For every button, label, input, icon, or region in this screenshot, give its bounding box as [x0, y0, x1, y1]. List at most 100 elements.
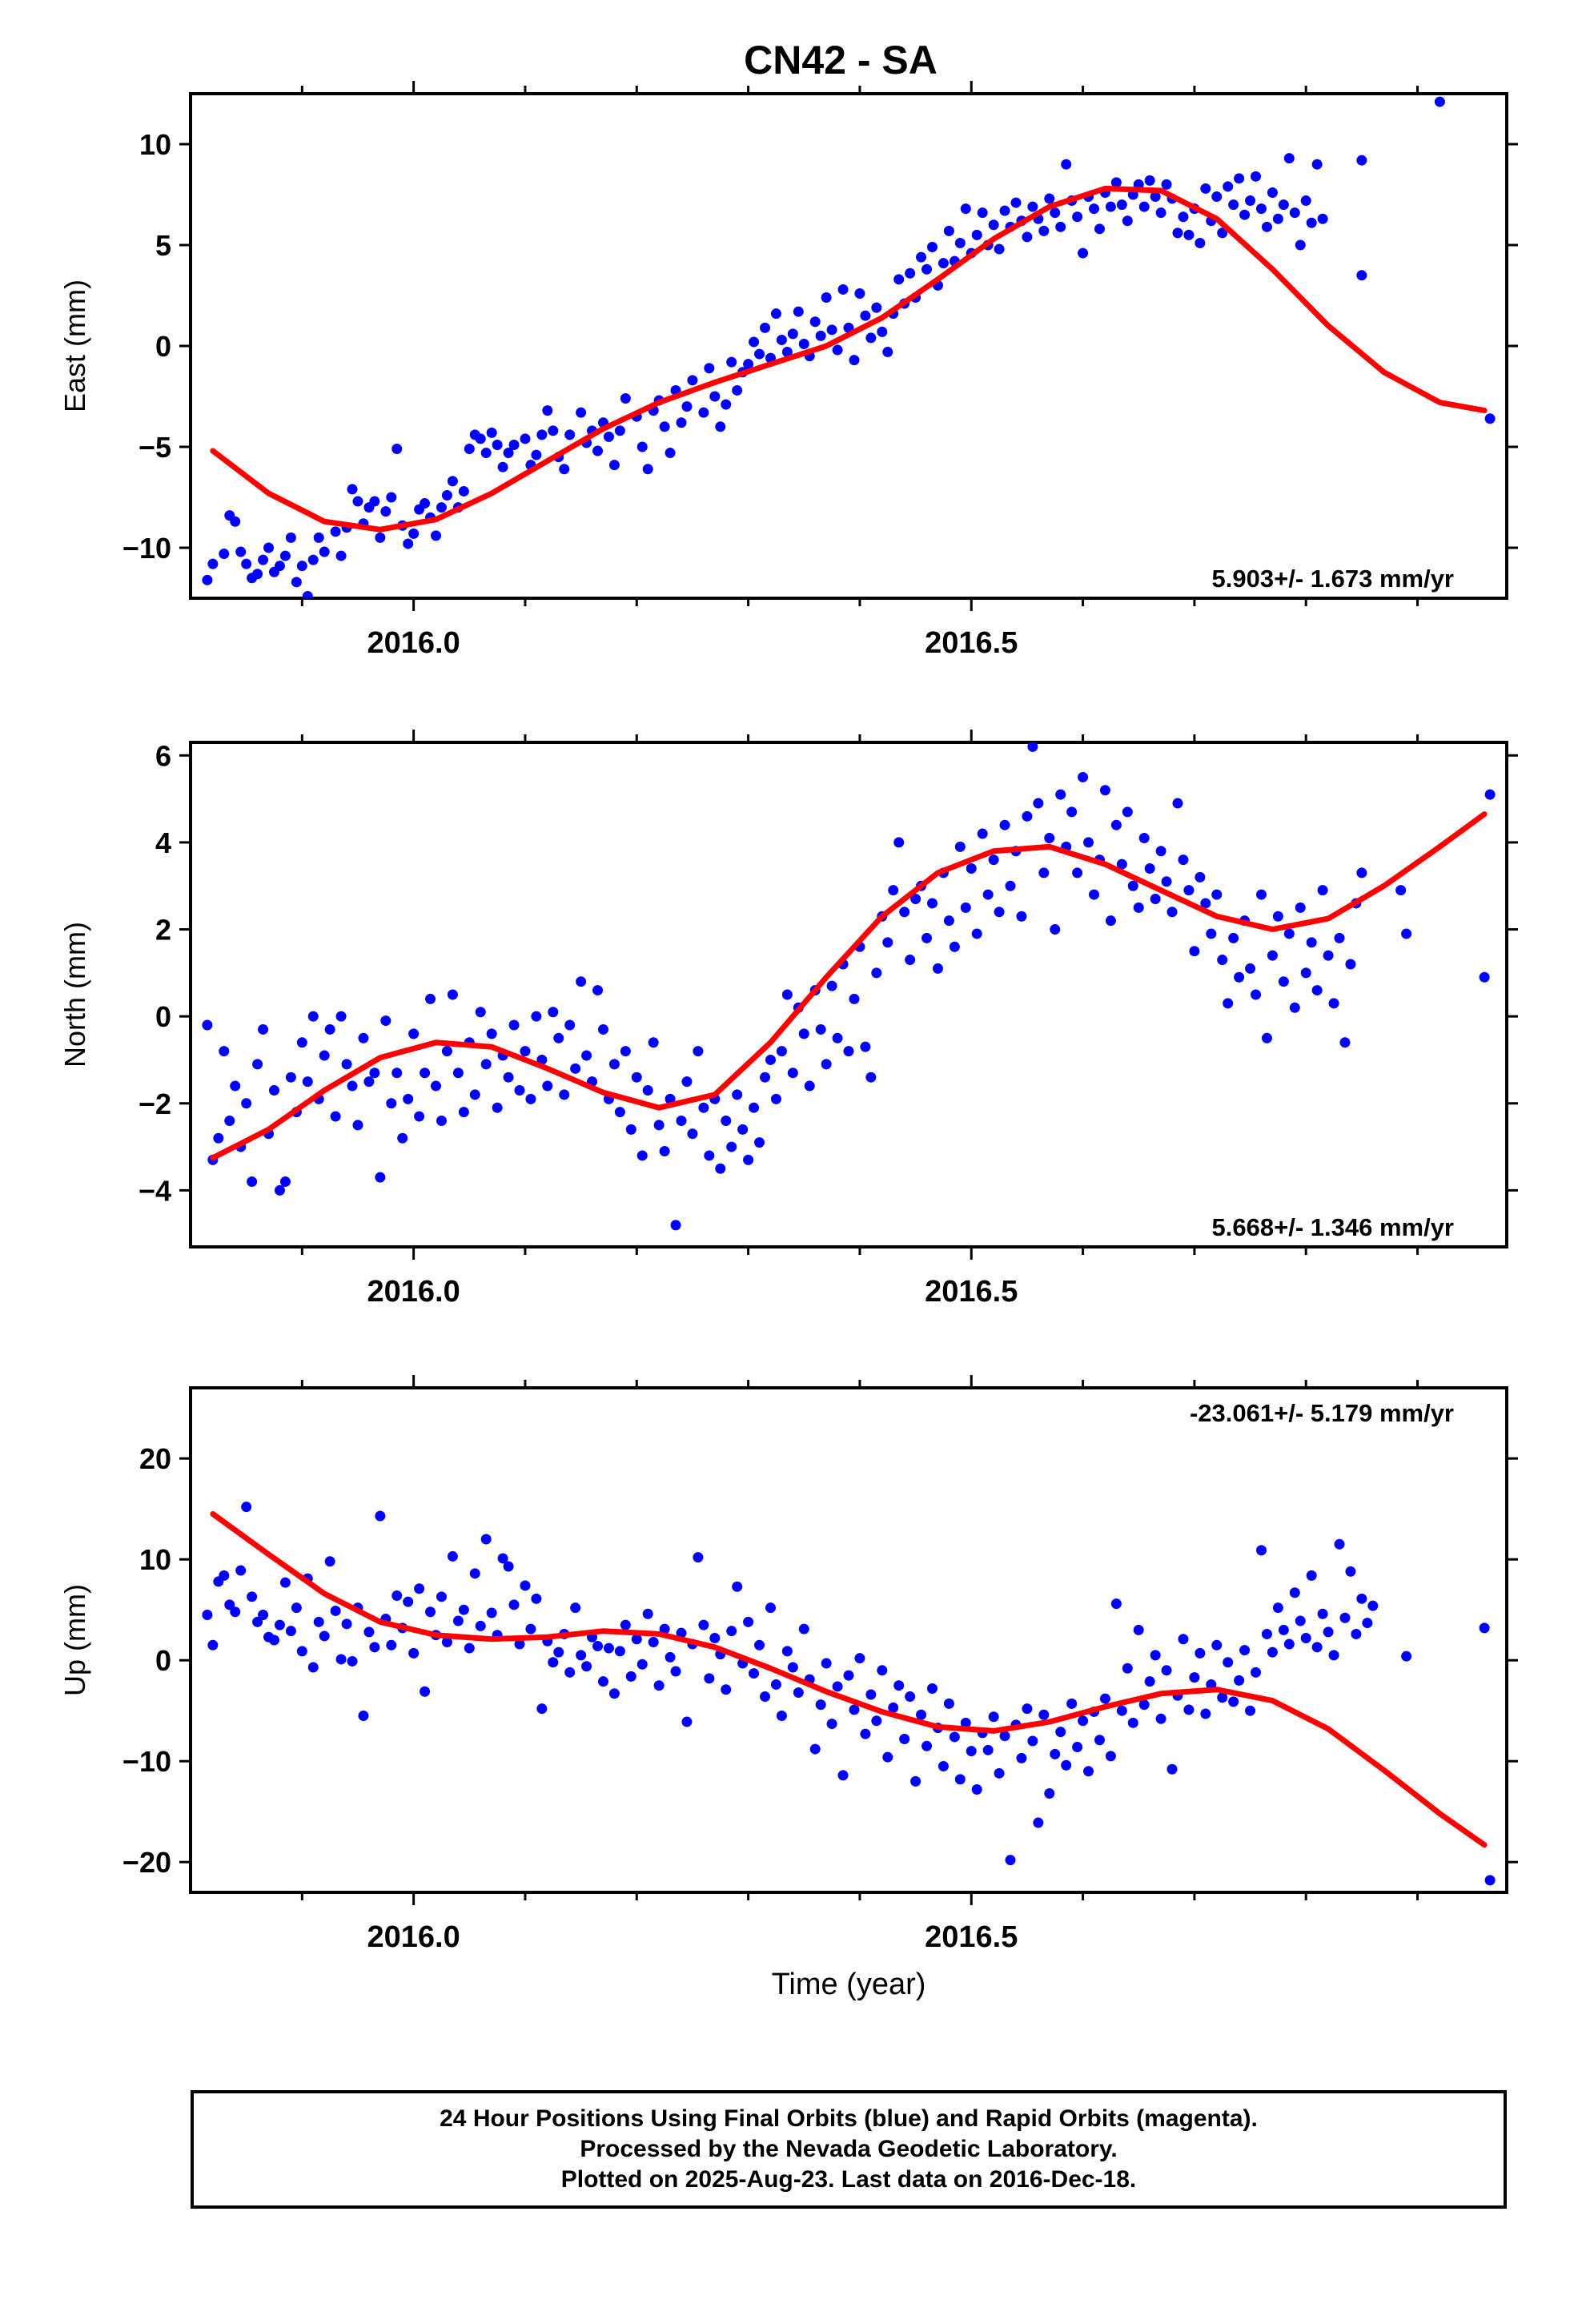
- east-data-point: [441, 489, 452, 501]
- north-data-point: [447, 989, 458, 1000]
- north-data-point: [770, 1093, 781, 1104]
- east-data-point: [319, 546, 330, 557]
- north-data-point: [452, 1068, 464, 1079]
- north-y-tick-label: 4: [155, 826, 171, 859]
- east-data-point: [1138, 201, 1150, 212]
- up-data-point: [1306, 1570, 1317, 1581]
- up-data-point: [1323, 1626, 1334, 1638]
- east-data-point: [620, 393, 631, 404]
- east-data-point: [709, 391, 721, 402]
- east-data-point: [614, 425, 625, 436]
- footer-box: 24 Hour Positions Using Final Orbits (bl…: [191, 2090, 1507, 2209]
- north-data-point: [380, 1015, 391, 1027]
- north-data-point: [1155, 846, 1166, 857]
- north-data-point: [776, 1046, 787, 1057]
- up-data-point: [704, 1673, 715, 1684]
- east-data-point: [865, 332, 877, 344]
- up-data-point: [447, 1550, 458, 1562]
- up-data-point: [653, 1680, 665, 1691]
- east-data-point: [1245, 195, 1256, 207]
- north-data-point: [860, 1041, 871, 1052]
- east-data-point: [770, 308, 781, 320]
- north-data-point: [341, 1059, 352, 1070]
- north-data-point: [1223, 998, 1234, 1009]
- up-data-point: [636, 1659, 648, 1670]
- east-data-point: [1317, 213, 1328, 224]
- up-data-point: [480, 1534, 492, 1545]
- east-data-point: [291, 577, 302, 588]
- up-data-point: [743, 1616, 754, 1627]
- north-data-point: [1038, 867, 1050, 879]
- north-data-point: [659, 1146, 670, 1157]
- north-data-point: [224, 1116, 235, 1126]
- east-data-point: [1306, 217, 1317, 228]
- up-data-point: [709, 1632, 721, 1643]
- up-data-point: [241, 1502, 252, 1513]
- x-axis-label: Time (year): [772, 1968, 926, 2001]
- up-data-point: [966, 1746, 977, 1757]
- up-data-point: [954, 1774, 966, 1785]
- north-data-point: [1334, 932, 1345, 943]
- up-data-point: [1133, 1624, 1144, 1635]
- east-data-point: [665, 448, 676, 459]
- east-data-point: [1105, 201, 1116, 212]
- up-y-tick-label: 20: [139, 1442, 171, 1475]
- up-data-point: [576, 1650, 587, 1661]
- north-data-point: [202, 1019, 213, 1031]
- east-data-point: [971, 229, 982, 240]
- north-data-point: [1133, 902, 1144, 913]
- east-data-point: [1161, 179, 1172, 190]
- up-data-point: [436, 1591, 447, 1602]
- north-data-point: [871, 967, 882, 979]
- up-data-point: [921, 1740, 933, 1751]
- north-data-point: [469, 1089, 480, 1100]
- up-data-point: [1255, 1545, 1267, 1556]
- east-data-point: [386, 492, 397, 503]
- east-data-point: [715, 421, 726, 432]
- east-data-point: [352, 496, 363, 507]
- east-data-point: [1027, 201, 1038, 212]
- up-data-point: [363, 1626, 375, 1638]
- east-data-point: [1022, 231, 1033, 243]
- north-data-point: [1211, 889, 1223, 900]
- up-data-point: [319, 1630, 330, 1642]
- east-data-point: [335, 550, 347, 561]
- east-data-point: [1261, 221, 1272, 232]
- north-data-point: [520, 1046, 531, 1057]
- up-data-point: [224, 1599, 235, 1610]
- east-data-point: [375, 532, 386, 543]
- north-data-point: [1401, 928, 1412, 939]
- up-data-point: [670, 1666, 681, 1677]
- east-data-point: [787, 328, 798, 340]
- north-data-point: [966, 863, 977, 874]
- north-data-point: [1178, 854, 1189, 866]
- north-data-point: [553, 1032, 564, 1043]
- up-data-point: [1110, 1598, 1122, 1610]
- up-data-point: [1005, 1855, 1016, 1866]
- north-data-point: [1272, 911, 1283, 922]
- east-data-point: [1217, 227, 1228, 239]
- up-data-point: [776, 1711, 787, 1721]
- north-data-point: [352, 1120, 363, 1131]
- east-data-point: [882, 347, 893, 358]
- east-data-point: [1155, 207, 1166, 219]
- east-data-point: [1272, 213, 1283, 224]
- east-data-point: [860, 310, 871, 321]
- east-y-axis-label: East (mm): [58, 279, 91, 412]
- up-data-point: [1150, 1650, 1161, 1661]
- east-data-point: [726, 356, 737, 368]
- east-data-point: [313, 532, 324, 543]
- north-data-point: [559, 1089, 570, 1100]
- north-data-point: [949, 941, 960, 952]
- east-data-point: [274, 561, 285, 572]
- up-data-point: [749, 1668, 760, 1679]
- north-data-point: [307, 1011, 319, 1022]
- east-data-point: [1211, 191, 1223, 203]
- up-data-point: [1223, 1657, 1234, 1668]
- north-data-point: [1261, 1032, 1272, 1043]
- up-data-point: [888, 1702, 899, 1713]
- north-data-point: [1195, 871, 1206, 883]
- up-data-point: [553, 1647, 564, 1658]
- north-data-point: [597, 1023, 608, 1035]
- east-data-point: [960, 203, 971, 215]
